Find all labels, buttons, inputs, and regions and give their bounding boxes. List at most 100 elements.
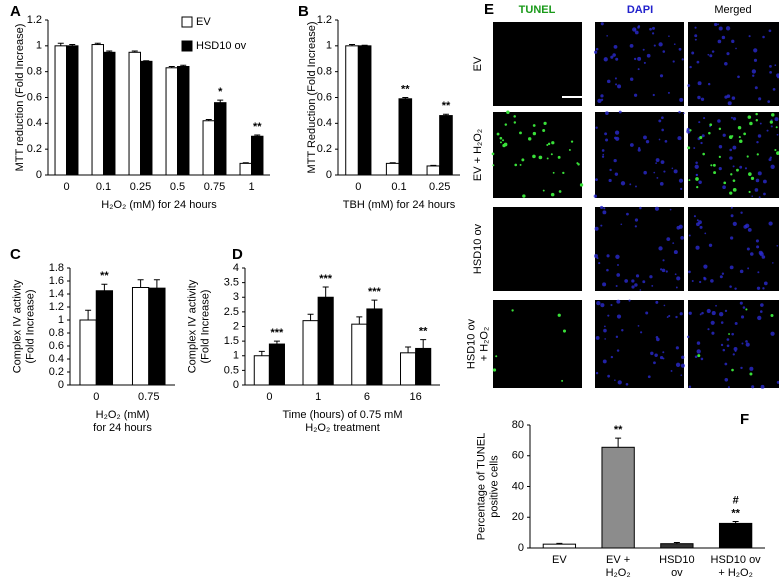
row-label: HSD10 ov (465, 318, 477, 369)
micrograph (595, 22, 684, 106)
nucleus (614, 172, 619, 176)
legend-swatch (181, 16, 193, 28)
tunel-spot (750, 176, 755, 181)
nucleus (758, 97, 762, 101)
nucleus (695, 173, 699, 177)
nucleus (688, 311, 692, 315)
legend-swatch (181, 40, 193, 52)
nucleus (732, 145, 737, 150)
bar (165, 67, 178, 176)
tunel-spot (696, 186, 699, 189)
nucleus (753, 48, 758, 53)
y-tick-label: 80 (512, 419, 524, 431)
nucleus (664, 139, 668, 143)
nucleus (658, 42, 663, 47)
nucleus (617, 84, 622, 89)
x-tick-label: 1 (248, 181, 254, 193)
nucleus (763, 192, 766, 196)
nucleus (607, 314, 610, 317)
nucleus (698, 220, 702, 225)
nucleus (633, 57, 637, 61)
y-tick-label: 1 (326, 40, 332, 52)
nucleus (769, 70, 772, 74)
y-tick-label: 1 (58, 314, 64, 326)
tunel-spot (746, 155, 749, 158)
y-tick-label: 0.8 (27, 66, 42, 78)
tunel-spot (546, 157, 549, 160)
nucleus (606, 79, 611, 84)
tunel-spot (732, 179, 736, 182)
bar (439, 115, 453, 176)
nucleus (637, 26, 640, 29)
nucleus (655, 158, 660, 162)
nucleus (663, 170, 666, 173)
y-axis-label: positive cells (488, 455, 500, 518)
tunel-spot (538, 155, 543, 160)
nucleus (597, 98, 602, 104)
nucleus (655, 300, 659, 304)
y-tick-label: 0 (326, 169, 332, 181)
tunel-spot (519, 131, 522, 135)
bar (103, 51, 116, 176)
tunel-spot (695, 177, 699, 181)
error-bar (85, 309, 92, 320)
y-tick-label: 20 (512, 511, 524, 523)
nucleus (749, 366, 754, 371)
legend-label: HSD10 ov (196, 40, 247, 52)
nucleus (658, 138, 661, 141)
nucleus (696, 60, 700, 64)
tunel-spot (708, 131, 711, 135)
nucleus (772, 262, 774, 264)
nucleus (678, 178, 684, 183)
nucleus (600, 98, 604, 101)
nucleus (629, 77, 634, 81)
nucleus (734, 321, 738, 325)
bar (660, 543, 694, 549)
nucleus (739, 269, 744, 274)
error-bar (389, 162, 396, 164)
annotation: *** (319, 273, 333, 285)
nucleus (602, 153, 605, 156)
row-label: + H₂O₂ (478, 327, 490, 362)
nucleus (637, 56, 642, 61)
error-bar (168, 66, 175, 68)
micrograph (688, 300, 779, 388)
nucleus (708, 243, 713, 248)
y-tick-label: 4 (233, 262, 239, 274)
bar (214, 102, 227, 176)
nucleus (772, 88, 776, 91)
nucleus (653, 171, 656, 174)
nucleus (601, 149, 605, 152)
nucleus (735, 47, 737, 50)
error-bar (94, 42, 101, 45)
x-tick-label: 0.75 (204, 181, 225, 193)
nucleus (652, 93, 655, 97)
error-bar (205, 118, 212, 121)
nucleus (675, 346, 679, 350)
tunel-spot (723, 181, 727, 185)
nucleus (745, 340, 748, 343)
nucleus (680, 374, 683, 377)
nucleus (666, 237, 671, 242)
nucleus (600, 205, 604, 210)
nucleus (730, 236, 734, 240)
nucleus (604, 132, 608, 136)
bar (400, 352, 417, 386)
nucleus (640, 331, 643, 334)
nucleus (714, 22, 718, 27)
nucleus (626, 212, 629, 216)
nucleus (608, 178, 612, 183)
nucleus (704, 232, 707, 235)
nucleus (634, 283, 638, 287)
tunel-spot (551, 141, 555, 145)
tunel-spot (718, 127, 722, 131)
x-tick-label: 0.5 (170, 181, 185, 193)
nucleus (659, 74, 664, 78)
nucleus (726, 344, 730, 348)
nucleus (600, 94, 604, 98)
nucleus (680, 187, 683, 190)
error-bar (420, 339, 427, 349)
error-bar (322, 286, 329, 298)
nucleus (655, 162, 657, 165)
nucleus (732, 221, 737, 227)
